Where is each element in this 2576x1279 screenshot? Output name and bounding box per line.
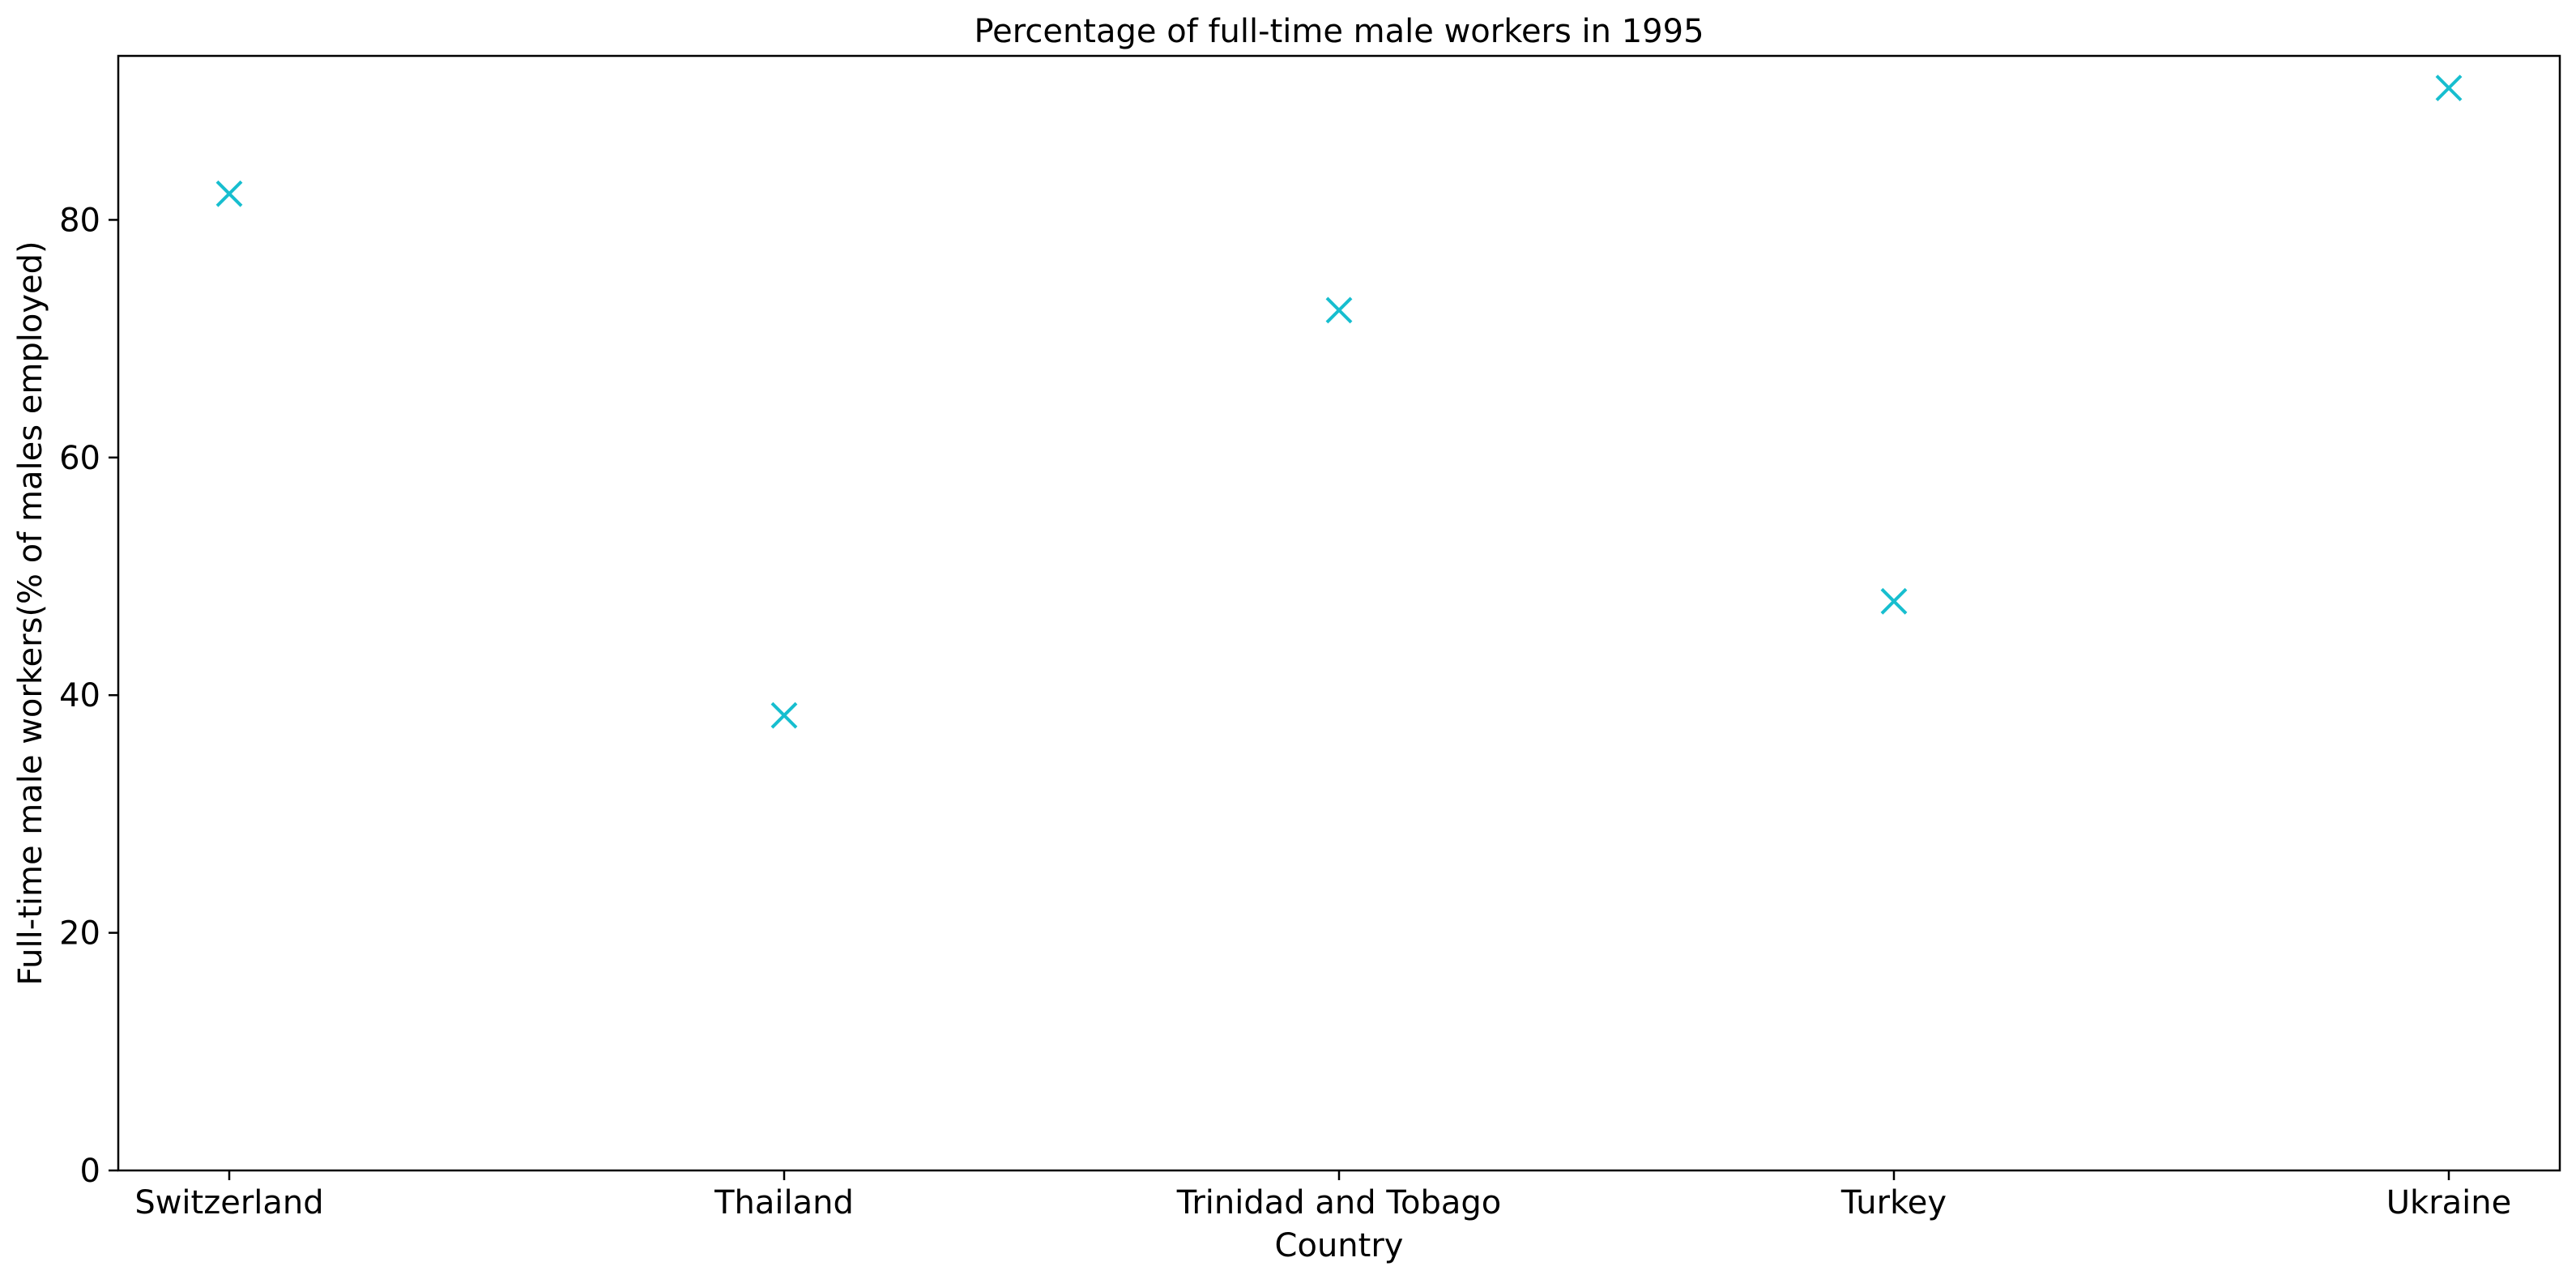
data-points [215, 75, 2463, 729]
plot-area-frame [117, 54, 2561, 1172]
x-tick-label: Switzerland [134, 1184, 323, 1221]
data-point-marker [1880, 587, 1908, 615]
y-tick-label: 40 [59, 677, 100, 714]
chart-title: Percentage of full-time male workers in … [974, 13, 1704, 50]
x-tick-label: Trinidad and Tobago [1176, 1184, 1501, 1221]
x-axis-title: Country [1275, 1227, 1404, 1264]
y-tick-label: 0 [80, 1153, 100, 1190]
y-axis: 0 20 40 60 80 [59, 202, 118, 1190]
y-axis-title: Full-time male workers(% of males employ… [12, 241, 49, 985]
x-tick-label: Turkey [1840, 1184, 1947, 1221]
x-tick-label: Ukraine [2386, 1184, 2511, 1221]
data-point-marker [770, 701, 798, 729]
x-tick-label: Thailand [714, 1184, 854, 1221]
data-point-marker [2435, 75, 2463, 102]
y-tick-label: 60 [59, 440, 100, 477]
data-point-marker [215, 180, 243, 207]
y-tick-label: 20 [59, 915, 100, 953]
y-tick-label: 80 [59, 202, 100, 239]
data-point-marker [1325, 296, 1353, 324]
x-axis: Switzerland Thailand Trinidad and Tobago Tu… [134, 1170, 2511, 1221]
